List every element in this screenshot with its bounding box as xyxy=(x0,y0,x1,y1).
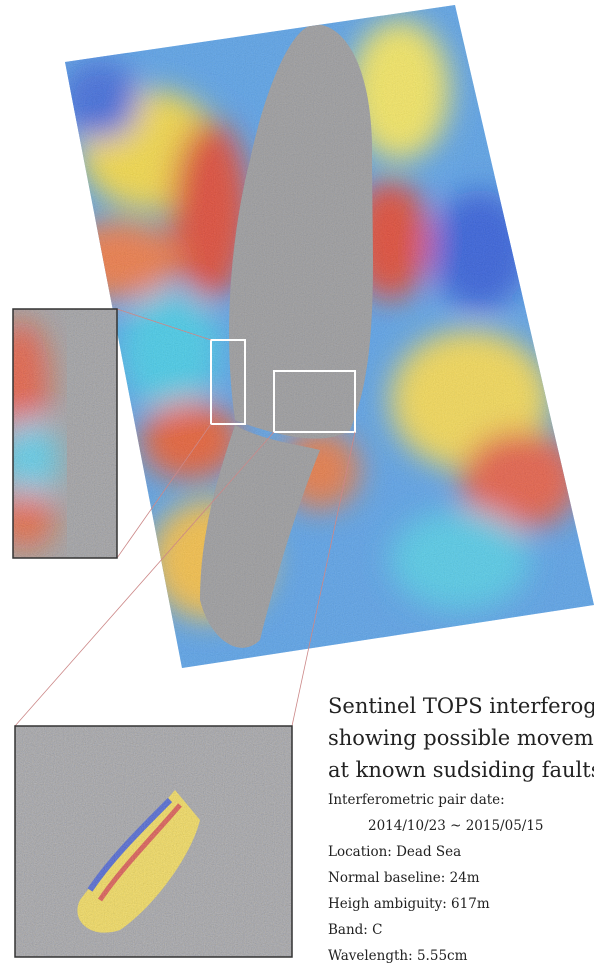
page: Sentinel TOPS interferogram showing poss… xyxy=(0,0,594,972)
caption-detail: Interferometric pair date: xyxy=(328,794,505,808)
inset-bottom xyxy=(15,726,292,957)
caption-detail: Wavelength: 5.55cm xyxy=(328,950,467,964)
caption-title: Sentinel TOPS interferogram xyxy=(328,696,594,717)
inset-left xyxy=(0,309,117,558)
caption-detail: Heigh ambiguity: 617m xyxy=(328,898,490,912)
caption-detail: Normal baseline: 24m xyxy=(328,872,480,886)
caption-title: at known sudsiding faults xyxy=(328,760,594,781)
caption-detail: 2014/10/23 ~ 2015/05/15 xyxy=(368,820,544,834)
caption-detail: Location: Dead Sea xyxy=(328,846,461,860)
caption-title: showing possible movement xyxy=(328,728,594,749)
caption-detail: Band: C xyxy=(328,924,382,938)
